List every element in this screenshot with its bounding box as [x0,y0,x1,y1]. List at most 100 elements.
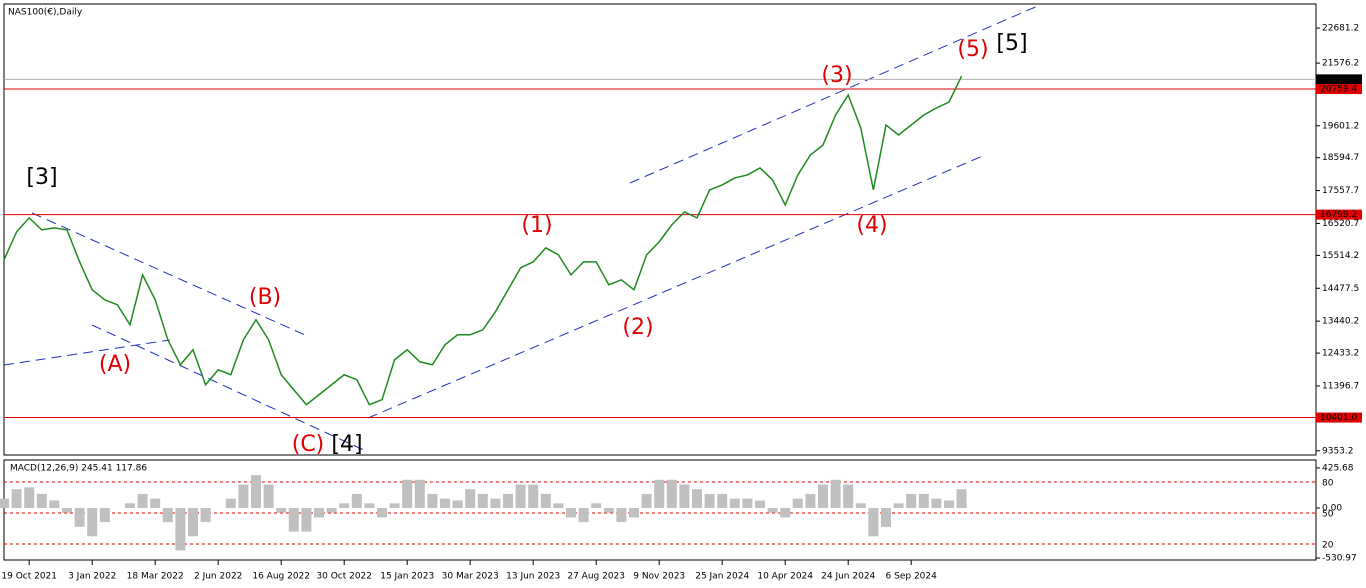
macd-bar [288,508,299,532]
macd-bar [490,498,501,509]
y-tick-label: 12433.2 [1322,349,1359,359]
y-tick-label: 15514.2 [1322,251,1359,261]
y2-tick-label: 20 [1322,540,1334,550]
level-box [1316,412,1362,423]
macd-bar [654,479,665,509]
macd-bar [503,493,513,509]
wave-label: (C) [292,432,325,457]
y-tick-label: 18594.7 [1322,153,1359,163]
macd-bar [578,508,589,523]
macd-bar [440,498,450,509]
x-tick-label: 18 Mar 2022 [127,572,184,582]
macd-bar [339,503,350,509]
x-tick-label: 6 Sep 2024 [886,572,938,582]
macd-bar [364,503,375,509]
x-tick-label: 3 Jan 2022 [68,572,116,582]
wave-label: (A) [99,352,131,377]
macd-bar [729,498,740,509]
y-tick-label: -530.97 [1322,554,1357,564]
wave-label: (4) [856,213,887,238]
macd-bar [238,484,249,509]
y-tick-label: 425.68 [1322,463,1354,473]
macd-bar [792,498,803,509]
macd-bar [666,479,677,509]
y2-tick-label: 80 [1322,479,1334,489]
macd-bar [818,484,828,509]
macd-bar [263,484,274,509]
wave-label: (3) [821,63,852,88]
macd-bar [603,508,614,513]
macd-bar [629,508,639,518]
price-line [3,75,963,406]
macd-bar [225,498,236,509]
macd-bar [767,508,778,513]
macd-bar [742,498,753,509]
macd-bar [692,489,702,509]
macd-bar [188,508,198,537]
x-tick-label: 30 Mar 2023 [442,572,499,582]
macd-bar [944,500,954,509]
macd-bar [62,508,72,513]
wave-label: [3] [26,165,57,190]
macd-bar [704,493,715,509]
current-price-box [1316,74,1362,85]
macd-bar [49,500,60,509]
x-tick-label: 25 Jan 2024 [695,572,749,582]
macd-bar [200,508,211,523]
y-tick-label: 19601.2 [1322,121,1359,131]
wave-label: (1) [521,213,552,238]
macd-bar [452,500,463,509]
macd-panel [3,459,1317,561]
current-price-label: 21064.0 [1320,75,1357,85]
macd-bar [679,484,690,509]
level-label: 10401.0 [1320,413,1357,423]
macd-bar [893,503,904,509]
x-tick-label: 19 Oct 2021 [1,572,57,582]
y-tick-label: 16520.7 [1322,219,1359,229]
x-tick-label: 30 Oct 2022 [316,572,372,582]
macd-bar [36,493,47,509]
macd-bar [125,503,135,509]
macd-bar [918,493,929,509]
x-tick-label: 16 Aug 2022 [252,572,310,582]
y-tick-label: 21576.2 [1322,59,1359,69]
x-tick-label: 13 Jun 2023 [506,572,560,582]
macd-bar [175,508,186,551]
macd-bar [540,493,551,509]
macd-bar [150,498,161,509]
macd-bar [377,508,387,518]
macd-bar [314,508,324,518]
macd-bar [843,484,854,509]
macd-bar [780,508,791,518]
x-tick-label: 15 Jan 2023 [380,572,434,582]
macd-bar [553,503,564,509]
y-tick-label: 22681.2 [1322,24,1359,34]
y-tick-label: 9353.2 [1322,446,1354,456]
macd-bar [402,479,413,509]
macd-title: MACD(12,26,9) 245.41 117.86 [10,464,147,474]
y-tick-label: 14477.5 [1322,284,1359,294]
macd-bar [931,498,942,509]
macd-bar [755,500,765,509]
x-tick-label: 2 Jun 2022 [194,572,242,582]
macd-bar [137,493,148,509]
macd-bar [414,479,425,509]
macd-bar [515,484,526,509]
y-tick-label: 13440.2 [1322,317,1359,327]
macd-bar [830,479,841,509]
price-panel [3,3,1317,456]
macd-bar [956,489,967,509]
wave-label: (5) [957,37,988,62]
macd-bar [868,508,879,537]
macd-bar [0,498,9,509]
macd-bar [616,508,627,523]
macd-bar [301,508,312,532]
macd-bar [276,508,287,513]
macd-bar [427,493,438,509]
macd-bar [351,493,362,509]
macd-bar [251,475,261,509]
macd-bar [566,508,576,518]
wave-label: [5] [996,31,1027,56]
macd-bar [11,489,22,509]
